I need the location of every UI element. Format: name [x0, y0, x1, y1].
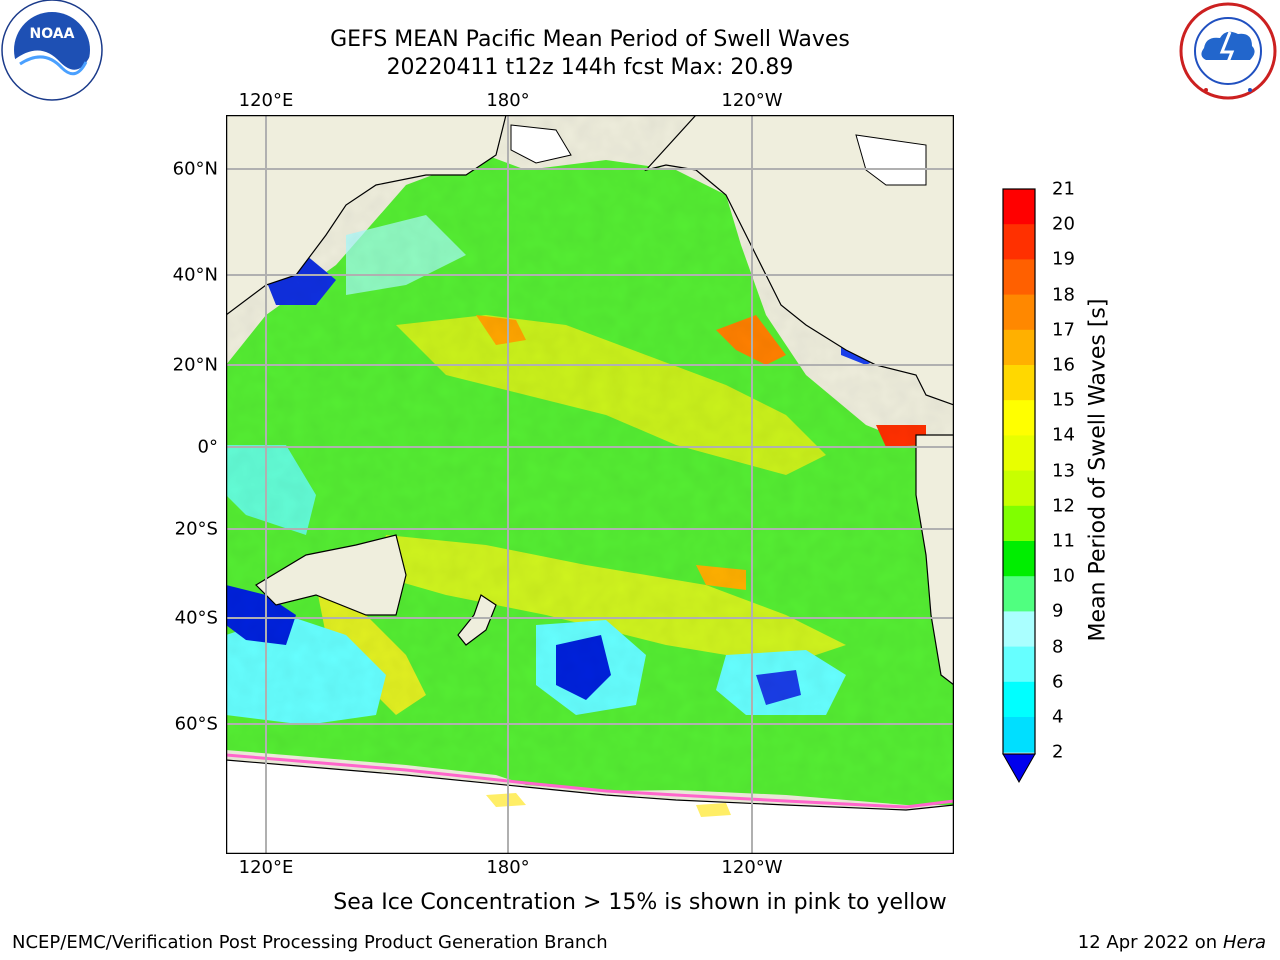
colorbar-cell	[1003, 576, 1035, 612]
colorbar-extend-arrow	[1002, 753, 1036, 784]
colorbar-tick-label: 10	[1052, 565, 1075, 587]
colorbar-cell	[1003, 189, 1035, 225]
map-plot-area	[226, 115, 954, 854]
land-alaska-ice	[510, 124, 572, 164]
colorbar-cell	[1003, 681, 1035, 718]
colorbar-tick-label: 13	[1052, 460, 1075, 482]
footer-date: 12 Apr 2022 on Hera	[1078, 932, 1266, 953]
chart-subtitle: 20220411 t12z 144h fcst Max: 20.89	[386, 55, 794, 80]
lon-label-top-120w: 120°W	[721, 90, 783, 111]
lat-label-60n: 60°N	[172, 158, 218, 180]
colorbar-tick-label: 2	[1052, 741, 1064, 763]
colorbar-cell	[1003, 505, 1035, 542]
colorbar-cell	[1003, 224, 1035, 260]
colorbar-label: Mean Period of Swell Waves [s]	[1085, 298, 1111, 642]
land-antarctica	[226, 759, 954, 854]
colorbar-cell	[1003, 541, 1035, 577]
sea-ice-caption: Sea Ice Concentration > 15% is shown in …	[333, 890, 947, 915]
noaa-logo: NOAA	[1, 0, 103, 101]
colorbar-tick-label: 20	[1052, 213, 1075, 235]
colorbar-tick-label: 15	[1052, 389, 1075, 411]
colorbar-tick-label: 21	[1052, 178, 1075, 200]
colorbar-tick-label: 16	[1052, 354, 1075, 376]
colorbar-tick-label: 19	[1052, 248, 1075, 270]
colorbar-cell	[1003, 470, 1035, 507]
colorbar	[1002, 188, 1036, 784]
lat-label-40s: 40°S	[174, 607, 218, 629]
colorbar-tick-label: 12	[1052, 495, 1075, 517]
land-australia	[255, 534, 407, 616]
lon-label-top-120e: 120°E	[238, 90, 294, 111]
nws-logo	[1179, 2, 1277, 100]
footer-host: Hera	[1222, 932, 1266, 953]
footer-date-text: 12 Apr 2022 on	[1077, 932, 1223, 953]
chart-title: GEFS MEAN Pacific Mean Period of Swell W…	[330, 27, 850, 52]
colorbar-cell	[1003, 717, 1035, 753]
colorbar-cell	[1003, 259, 1035, 296]
colorbar-tick-label: 14	[1052, 424, 1075, 446]
lat-label-20s: 20°S	[174, 518, 218, 540]
map-border	[226, 115, 954, 854]
colorbar-tick-label: 8	[1052, 636, 1064, 658]
sea-ice-edge	[226, 753, 954, 809]
land-south-america	[915, 434, 954, 686]
land-arctic-island	[855, 134, 927, 186]
noaa-logo-text: NOAA	[30, 26, 75, 42]
land-north-america	[644, 115, 954, 406]
lon-label-bottom-180: 180°	[486, 857, 530, 878]
lat-label-40n: 40°N	[172, 264, 218, 286]
colorbar-cell	[1003, 294, 1035, 331]
graticule	[226, 115, 954, 854]
colorbar-cell	[1003, 400, 1035, 436]
lon-label-top-180: 180°	[486, 90, 530, 111]
colorbar-tick-label: 6	[1052, 671, 1064, 693]
colorbar-cell	[1003, 435, 1035, 472]
colorbar-tick-label: 9	[1052, 600, 1064, 622]
colorbar-cell	[1003, 329, 1035, 366]
colorbar-tick-label: 11	[1052, 530, 1075, 552]
colorbar-tick-label: 4	[1052, 706, 1064, 728]
lat-label-20n: 20°N	[172, 354, 218, 376]
footer-branch: NCEP/EMC/Verification Post Processing Pr…	[12, 932, 608, 953]
colorbar-cell	[1003, 365, 1035, 401]
colorbar-cell	[1003, 646, 1035, 683]
lon-label-bottom-120w: 120°W	[721, 857, 783, 878]
sea-ice-yellow	[486, 793, 731, 817]
land-asia	[226, 115, 507, 316]
colorbar-tick-label: 17	[1052, 319, 1075, 341]
lat-label-0: 0°	[197, 436, 218, 458]
lat-label-60s: 60°S	[174, 713, 218, 735]
lon-label-bottom-120e: 120°E	[238, 857, 294, 878]
colorbar-cell	[1003, 611, 1035, 648]
colorbar-tick-label: 18	[1052, 284, 1075, 306]
land-new-zealand	[457, 594, 497, 646]
